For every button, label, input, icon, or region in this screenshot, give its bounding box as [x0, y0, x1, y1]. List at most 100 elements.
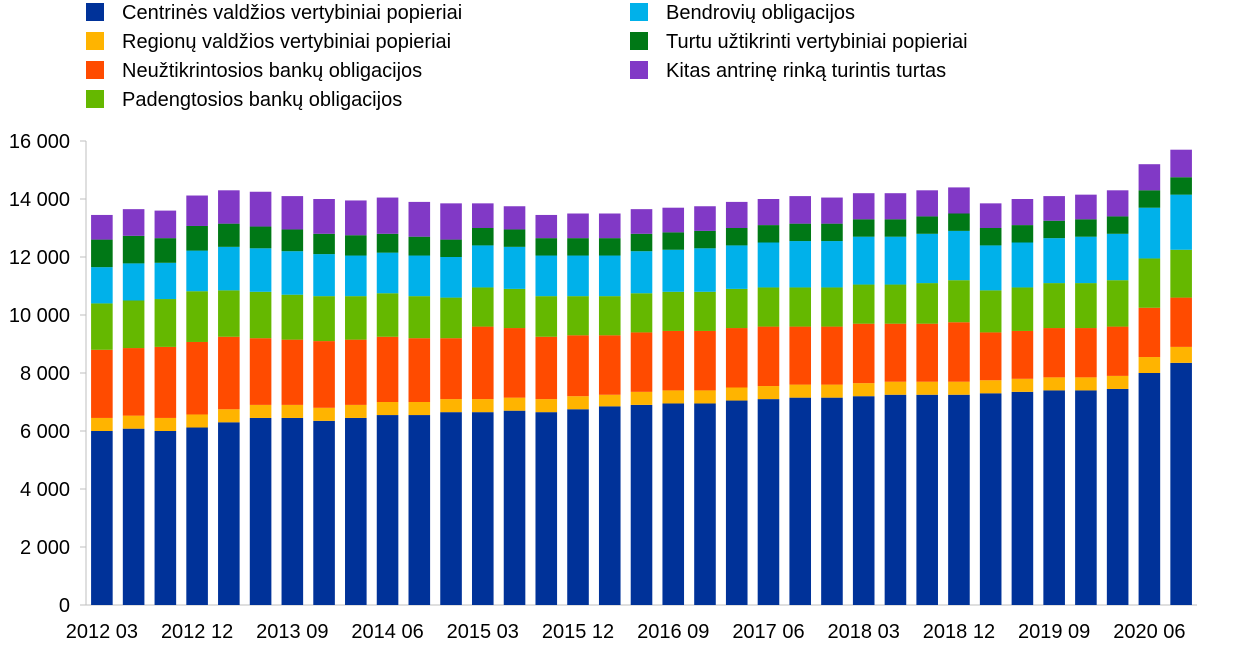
bar-segment	[630, 293, 653, 333]
bar-segment	[916, 394, 938, 605]
bar-stack	[630, 209, 653, 605]
bar-stack	[1138, 164, 1161, 605]
bar-stack	[503, 206, 526, 605]
legend-label: Centrinės valdžios vertybiniai popieriai	[122, 2, 462, 24]
bar-segment	[91, 417, 113, 431]
legend-swatch	[86, 3, 104, 21]
bar-segment	[1138, 357, 1161, 373]
bar-segment	[345, 200, 367, 236]
bar-segment	[440, 338, 462, 400]
bar-segment	[757, 225, 780, 243]
bar-segment	[1075, 390, 1097, 605]
bar-segment	[1138, 373, 1161, 605]
bar-segment	[218, 409, 240, 423]
bar-segment	[1043, 238, 1065, 284]
bar-segment	[852, 193, 875, 220]
legend-item: Neužtikrintosios bankų obligacijos	[86, 60, 422, 82]
bar-segment	[948, 322, 970, 382]
bar-segment	[598, 255, 621, 297]
x-tick-label: 2018 03	[828, 621, 900, 643]
bar-segment	[440, 257, 462, 298]
bar-segment	[535, 214, 558, 239]
bar-segment	[884, 323, 907, 382]
bar-segment	[567, 255, 589, 297]
bar-segment	[1075, 236, 1097, 284]
bar-segment	[376, 336, 399, 402]
bar-segment	[725, 201, 748, 228]
bar-segment	[948, 280, 970, 323]
bar-segment	[471, 287, 494, 327]
bar-stack	[376, 197, 399, 605]
bar-segment	[852, 236, 875, 285]
legend-swatch	[86, 61, 104, 79]
bar-segment	[630, 251, 653, 294]
bar-segment	[567, 335, 589, 397]
bar-segment	[948, 394, 970, 605]
bar-segment	[376, 402, 399, 416]
bar-segment	[598, 394, 621, 407]
bar-segment	[186, 225, 208, 251]
bar-segment	[694, 403, 716, 605]
bar-segment	[503, 229, 526, 247]
x-tick-label: 2018 12	[923, 621, 995, 643]
bar-segment	[694, 230, 716, 249]
x-tick-label: 2012 12	[161, 621, 233, 643]
bar-stack	[91, 214, 113, 605]
bar-segment	[1011, 330, 1034, 379]
bar-segment	[789, 287, 812, 327]
bar-stack	[979, 203, 1002, 605]
legend-label: Neužtikrintosios bankų obligacijos	[122, 60, 422, 82]
bar-segment	[503, 328, 526, 398]
bar-segment	[662, 330, 685, 391]
bar-segment	[757, 326, 780, 387]
bar-segment	[440, 399, 462, 413]
y-tick-label: 8 000	[20, 363, 70, 385]
bar-segment	[884, 394, 907, 605]
bar-segment	[1170, 297, 1192, 347]
bar-segment	[122, 263, 145, 301]
bar-stack	[1170, 149, 1192, 605]
bar-segment	[694, 330, 716, 391]
bar-segment	[725, 387, 748, 401]
bar-segment	[916, 381, 938, 395]
bar-segment	[249, 404, 272, 418]
bar-segment	[852, 284, 875, 324]
bar-segment	[122, 348, 145, 416]
bar-segment	[567, 396, 589, 410]
bar-segment	[567, 213, 589, 239]
x-tick-label: 2014 06	[351, 621, 423, 643]
bar-segment	[503, 206, 526, 230]
bar-segment	[186, 250, 208, 292]
legend-item: Kitas antrinę rinką turintis turtas	[630, 60, 946, 82]
y-tick-label: 10 000	[9, 305, 70, 327]
bar-segment	[218, 422, 240, 605]
bar-segment	[376, 233, 399, 253]
bar-segment	[1106, 280, 1129, 327]
bar-segment	[598, 296, 621, 336]
bar-segment	[154, 417, 177, 431]
bar-segment	[471, 412, 494, 605]
bar-segment	[821, 384, 843, 398]
bar-segment	[376, 197, 399, 234]
bar-segment	[440, 203, 462, 240]
bar-segment	[916, 216, 938, 234]
y-tick-label: 2 000	[20, 537, 70, 559]
legend-swatch	[86, 90, 104, 108]
bar-segment	[218, 190, 240, 224]
bar-segment	[471, 245, 494, 288]
legend-item: Padengtosios bankų obligacijos	[86, 89, 402, 111]
y-axis: 0 2 000 4 000 6 000 8 000 10 000 12 000 14 000 1…	[9, 131, 87, 617]
bar-stack	[789, 196, 812, 605]
bar-segment	[789, 397, 812, 605]
bar-segment	[979, 393, 1002, 605]
bar-segment	[154, 431, 177, 605]
bar-segment	[281, 196, 304, 230]
bar-stack	[345, 200, 367, 605]
bar-segment	[916, 190, 938, 217]
x-axis: 2012 03 2012 12 2013 09 2014 06 2015 03 2015 …	[66, 604, 1197, 643]
bar-segment	[567, 296, 589, 336]
bar-segment	[154, 346, 177, 418]
bar-segment	[408, 338, 431, 402]
bar-stack	[852, 193, 875, 605]
